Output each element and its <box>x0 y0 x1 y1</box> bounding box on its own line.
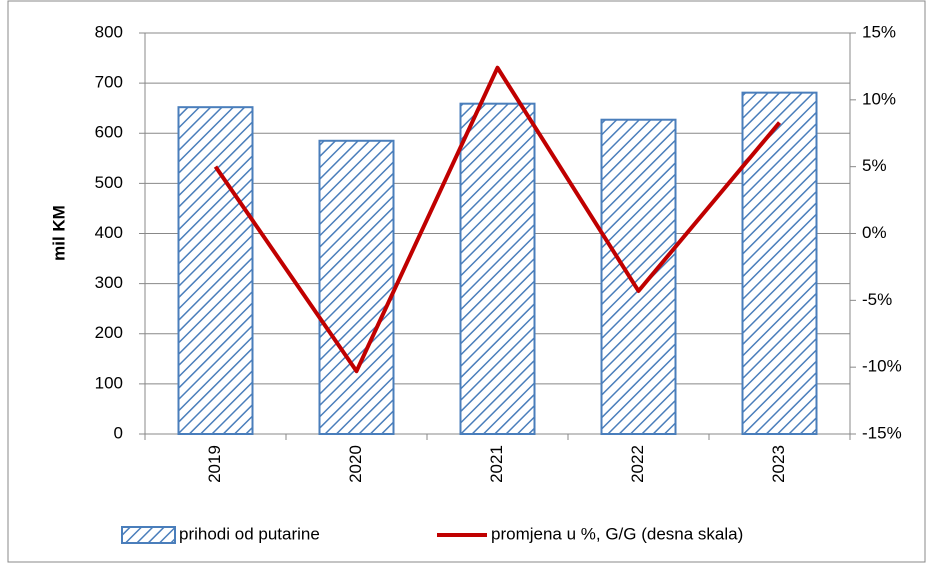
y-tick-label: 300 <box>95 273 123 292</box>
y-tick-label: 600 <box>95 123 123 142</box>
bar <box>459 102 536 436</box>
bar <box>177 106 254 435</box>
y-tick-label: 200 <box>95 323 123 342</box>
y-tick-label: 400 <box>95 223 123 242</box>
line <box>213 65 782 374</box>
y-tick-label: 100 <box>95 373 123 392</box>
legend-label: promjena u %, G/G (desna skala) <box>491 524 743 543</box>
y-tick-label: 500 <box>95 173 123 192</box>
bar <box>600 118 677 435</box>
y2-tick-label: 10% <box>862 89 896 108</box>
y2-tick-label: -15% <box>862 423 902 442</box>
bar <box>318 139 395 436</box>
y2-tick-label: 0% <box>862 223 887 242</box>
legend-label: prihodi od putarine <box>179 524 320 543</box>
y-axis-label: mil KM <box>49 205 68 261</box>
legend-swatch <box>121 526 176 544</box>
x-tick-label: 2023 <box>769 445 788 483</box>
y2-tick-label: -10% <box>862 357 902 376</box>
bar <box>741 91 818 436</box>
y2-tick-label: 5% <box>862 156 887 175</box>
y2-tick-label: -5% <box>862 290 892 309</box>
y-tick-label: 800 <box>95 22 123 41</box>
x-tick-label: 2020 <box>346 445 365 483</box>
x-tick-label: 2021 <box>487 445 506 483</box>
y2-tick-label: 15% <box>862 22 896 41</box>
x-tick-label: 2019 <box>205 445 224 483</box>
y-tick-label: 700 <box>95 73 123 92</box>
x-tick-label: 2022 <box>628 445 647 483</box>
y-tick-label: 0 <box>114 423 123 442</box>
